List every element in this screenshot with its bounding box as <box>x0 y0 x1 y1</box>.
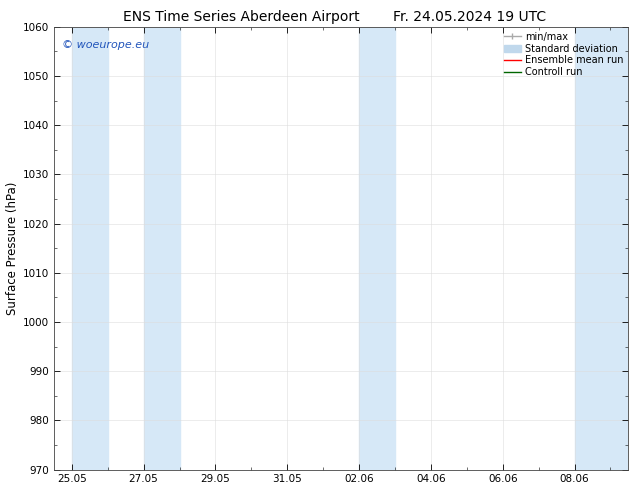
Bar <box>72 27 108 469</box>
Y-axis label: Surface Pressure (hPa): Surface Pressure (hPa) <box>6 181 18 315</box>
Legend: min/max, Standard deviation, Ensemble mean run, Controll run: min/max, Standard deviation, Ensemble me… <box>501 28 626 80</box>
Text: ENS Time Series Aberdeen Airport: ENS Time Series Aberdeen Airport <box>122 10 359 24</box>
Bar <box>574 27 628 469</box>
Bar <box>144 27 179 469</box>
Text: © woeurope.eu: © woeurope.eu <box>63 40 150 50</box>
Bar <box>359 27 395 469</box>
Text: Fr. 24.05.2024 19 UTC: Fr. 24.05.2024 19 UTC <box>392 10 546 24</box>
